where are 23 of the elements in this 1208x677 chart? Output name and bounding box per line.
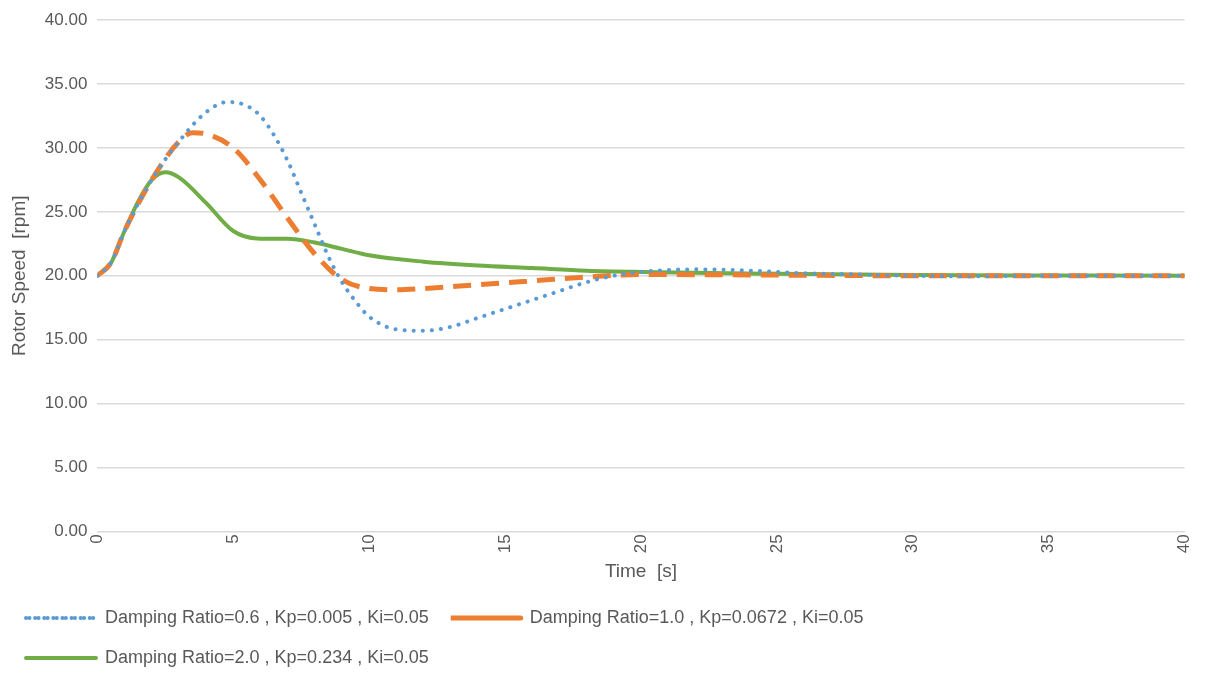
y-tick-label: 30.00	[44, 137, 88, 157]
y-tick-label: 35.00	[44, 73, 88, 93]
y-tick-label: 0.00	[54, 520, 88, 540]
x-tick-label: 5	[222, 534, 242, 544]
x-tick-label: 30	[902, 534, 922, 554]
legend-label: Damping Ratio=1.0 , Kp=0.0672 , Ki=0.05	[529, 606, 864, 627]
y-tick-label: 20.00	[44, 265, 88, 285]
x-axis-title: Time [s]	[604, 559, 678, 581]
legend-label: Damping Ratio=2.0 , Kp=0.234 , Ki=0.05	[105, 646, 429, 667]
y-tick-label: 40.00	[44, 9, 88, 29]
y-tick-label: 25.00	[44, 201, 88, 221]
x-tick-label: 35	[1038, 534, 1058, 554]
x-tick-label: 40	[1174, 534, 1194, 554]
y-tick-label: 10.00	[44, 393, 88, 413]
x-tick-label: 0	[87, 534, 107, 544]
x-tick-label: 10	[358, 534, 378, 554]
y-tick-label: 15.00	[44, 329, 88, 349]
y-tick-label: 5.00	[54, 457, 88, 477]
x-tick-label: 15	[494, 534, 514, 554]
y-axis-title: Rotor Speed [rpm]	[7, 195, 29, 357]
x-tick-label: 20	[630, 534, 650, 554]
legend-label: Damping Ratio=0.6 , Kp=0.005 , Ki=0.05	[105, 606, 429, 627]
x-tick-label: 25	[766, 534, 786, 554]
